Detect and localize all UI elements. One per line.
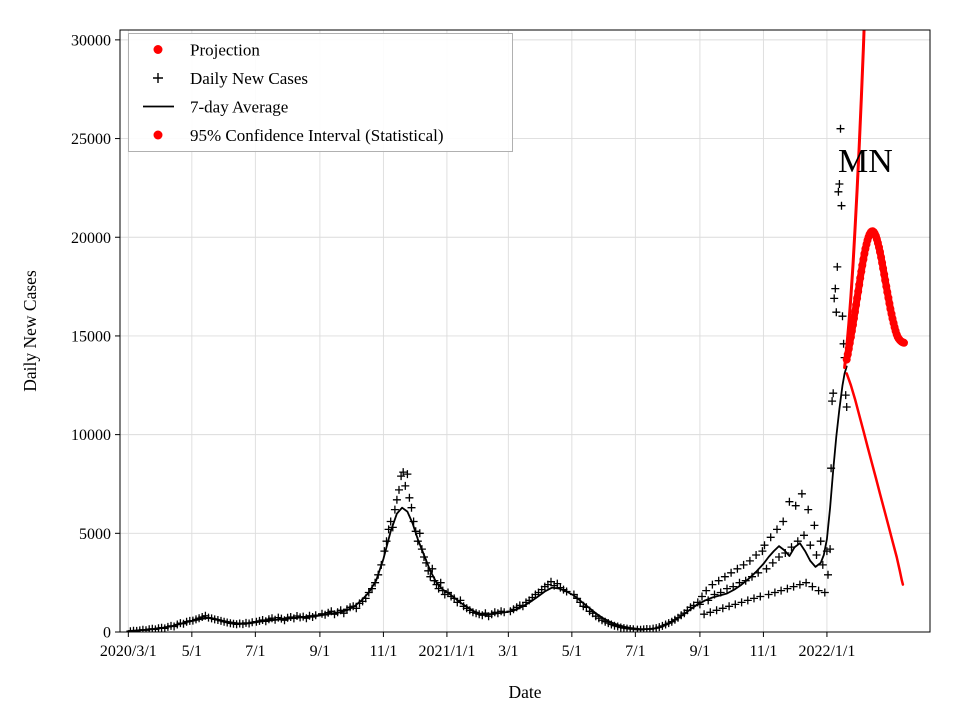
x-tick-label: 9/1 (690, 643, 710, 660)
tick-labels: 2020/3/1 5/1 7/1 9/1 11/1 2021/1/1 3/1 5/1 7/1 9/… (71, 32, 855, 660)
legend-label: Projection (190, 40, 260, 59)
x-tick-label: 7/1 (245, 643, 265, 660)
legend-label: 7-day Average (190, 97, 288, 116)
series-95-ci-lower (845, 372, 905, 586)
legend-marker-plus (153, 73, 163, 83)
series-projection (842, 227, 908, 364)
x-tick-label: 3/1 (498, 643, 518, 660)
x-tick-label: 7/1 (625, 643, 645, 660)
legend-marker-dot (153, 130, 163, 140)
x-tick-label: 5/1 (562, 643, 582, 660)
legend-marker-dot (153, 45, 163, 54)
legend-label: Daily New Cases (190, 69, 308, 88)
y-tick-label: 20000 (71, 230, 111, 247)
series-7-day-average (127, 365, 848, 632)
series-daily-new-cases (126, 124, 851, 632)
legend-box (128, 33, 513, 152)
x-tick-label: 2021/1/1 (418, 643, 475, 660)
x-axis-label: Date (508, 682, 541, 702)
tick-marks (115, 39, 828, 637)
x-tick-label: 2022/1/1 (798, 643, 855, 660)
x-tick-label: 11/1 (749, 643, 777, 660)
x-tick-label: 5/1 (182, 643, 202, 660)
y-axis-label: Daily New Cases (20, 270, 40, 392)
y-tick-label: 5000 (79, 526, 111, 543)
legend-label: 95% Confidence Interval (Statistical) (190, 126, 444, 145)
series-95-ci-upper (843, 30, 866, 369)
series-layer (126, 30, 908, 632)
y-tick-label: 30000 (71, 32, 111, 49)
y-tick-label: 15000 (71, 329, 111, 346)
x-tick-label: 2020/3/1 (100, 643, 157, 660)
axes-frame (119, 29, 931, 633)
legend: Projection Daily New Cases 7-day Average 95… (128, 33, 513, 152)
x-tick-label: 9/1 (310, 643, 330, 660)
y-tick-label: 0 (103, 625, 111, 642)
x-tick-label: 11/1 (369, 643, 397, 660)
state-annotation: MN (838, 143, 893, 180)
y-tick-label: 10000 (71, 427, 111, 444)
y-tick-label: 25000 (71, 131, 111, 148)
